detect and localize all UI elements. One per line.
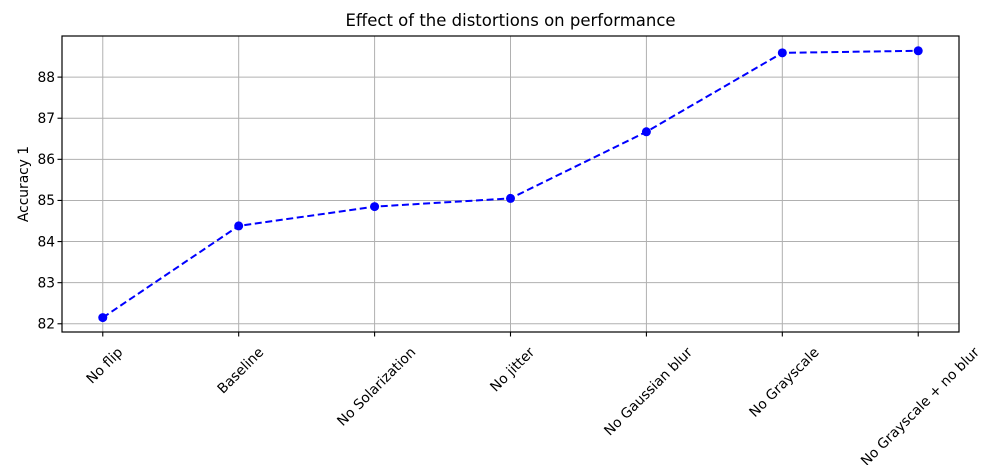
x-tick-label: No flip xyxy=(84,345,127,388)
x-tick-label: Baseline xyxy=(215,345,268,398)
data-point-marker xyxy=(234,221,244,231)
data-point-marker xyxy=(370,202,380,212)
x-tick-label: No jitter xyxy=(487,344,538,395)
data-point-marker xyxy=(641,127,651,137)
y-tick-label: 86 xyxy=(37,152,55,168)
y-axis-label: Accuracy 1 xyxy=(16,145,32,223)
y-tick-label: 88 xyxy=(37,70,55,86)
x-tick-label: No Gaussian blur xyxy=(601,344,696,439)
x-tick-label: No Grayscale xyxy=(746,345,822,421)
y-tick-label: 87 xyxy=(37,111,55,127)
y-tick-label: 83 xyxy=(37,275,55,291)
x-tick-label: No Solarization xyxy=(334,345,419,430)
y-tick-label: 84 xyxy=(37,234,55,250)
data-point-marker xyxy=(506,193,515,203)
x-tick-label: No Grayscale + no blur xyxy=(858,344,983,465)
data-point-marker xyxy=(913,46,923,56)
data-point-marker xyxy=(98,313,108,323)
data-point-marker xyxy=(777,48,787,58)
chart-title: Effect of the distortions on performance xyxy=(345,11,676,30)
y-tick-label: 82 xyxy=(37,317,55,333)
y-tick-label: 85 xyxy=(37,193,55,209)
